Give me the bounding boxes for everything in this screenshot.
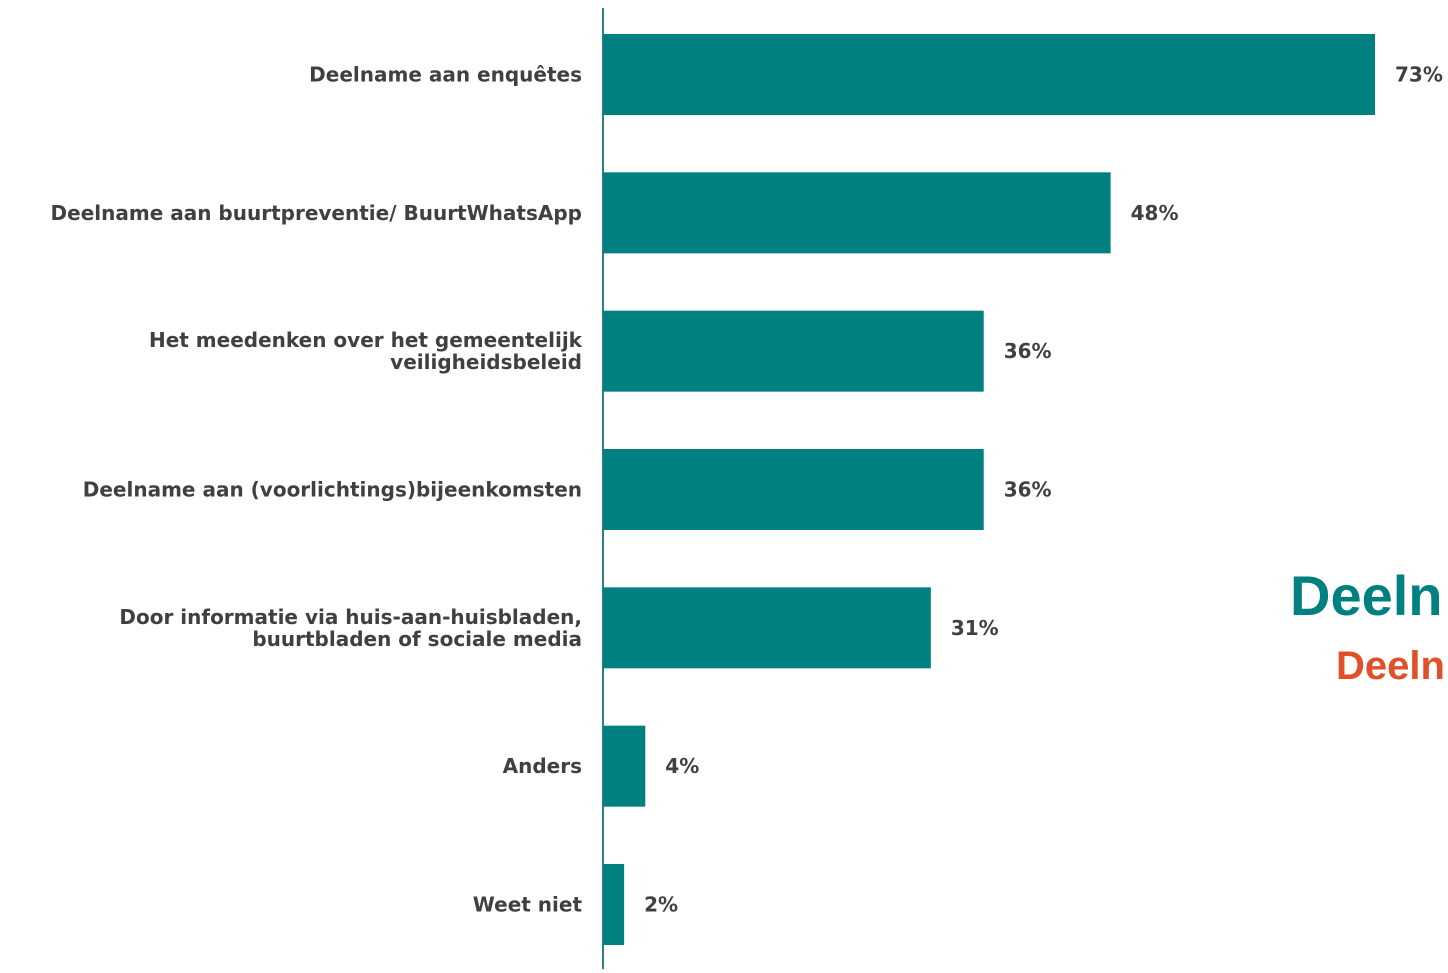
bar bbox=[603, 863, 625, 945]
category-label: Weet niet bbox=[473, 892, 583, 916]
category-label-line: buurtbladen of sociale media bbox=[252, 627, 582, 651]
bar bbox=[603, 587, 931, 669]
category-label-line: Deelname aan enquêtes bbox=[309, 63, 582, 87]
category-label: Deelname aan enquêtes bbox=[309, 63, 582, 87]
bar bbox=[603, 172, 1111, 254]
category-label: Anders bbox=[503, 754, 582, 778]
category-label: Het meedenken over het gemeentelijk veili… bbox=[149, 328, 583, 374]
overlay-title: Deeln bbox=[1290, 564, 1443, 627]
category-label: Deelname aan (voorlichtings)bijeenkomste… bbox=[83, 477, 582, 501]
category-label-line: Anders bbox=[503, 754, 582, 778]
value-label: 36% bbox=[1004, 477, 1052, 501]
category-label: Deelname aan buurtpreventie/ BuurtWhatsA… bbox=[51, 201, 582, 225]
overlay-subtitle: Deeln bbox=[1336, 644, 1445, 688]
bar bbox=[603, 725, 646, 807]
value-label: 73% bbox=[1395, 63, 1443, 87]
bar bbox=[603, 448, 984, 530]
value-label: 31% bbox=[951, 616, 999, 640]
category-label-line: Het meedenken over het gemeentelijk bbox=[149, 328, 583, 352]
bar bbox=[603, 310, 984, 392]
category-label-line: veiligheidsbeleid bbox=[390, 350, 582, 374]
bar bbox=[603, 34, 1375, 115]
category-label: Door informatie via huis-aan-huisbladen,… bbox=[119, 605, 582, 651]
value-label: 2% bbox=[644, 892, 678, 916]
category-label-line: Door informatie via huis-aan-huisbladen, bbox=[119, 605, 582, 629]
category-label-line: Deelname aan (voorlichtings)bijeenkomste… bbox=[83, 477, 582, 501]
value-label: 4% bbox=[665, 754, 699, 778]
value-label: 36% bbox=[1004, 339, 1052, 363]
category-label-line: Weet niet bbox=[473, 892, 583, 916]
category-label-line: Deelname aan buurtpreventie/ BuurtWhatsA… bbox=[51, 201, 582, 225]
value-label: 48% bbox=[1131, 201, 1179, 225]
